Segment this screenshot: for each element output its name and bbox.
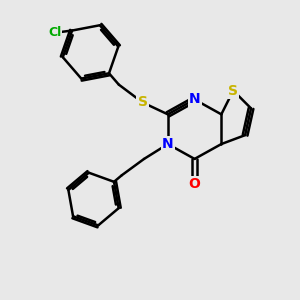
Text: O: O: [189, 177, 200, 191]
Text: S: S: [138, 95, 148, 110]
Text: N: N: [189, 92, 200, 106]
Text: N: N: [162, 137, 174, 151]
Text: Cl: Cl: [48, 26, 62, 38]
Text: S: S: [228, 84, 238, 98]
